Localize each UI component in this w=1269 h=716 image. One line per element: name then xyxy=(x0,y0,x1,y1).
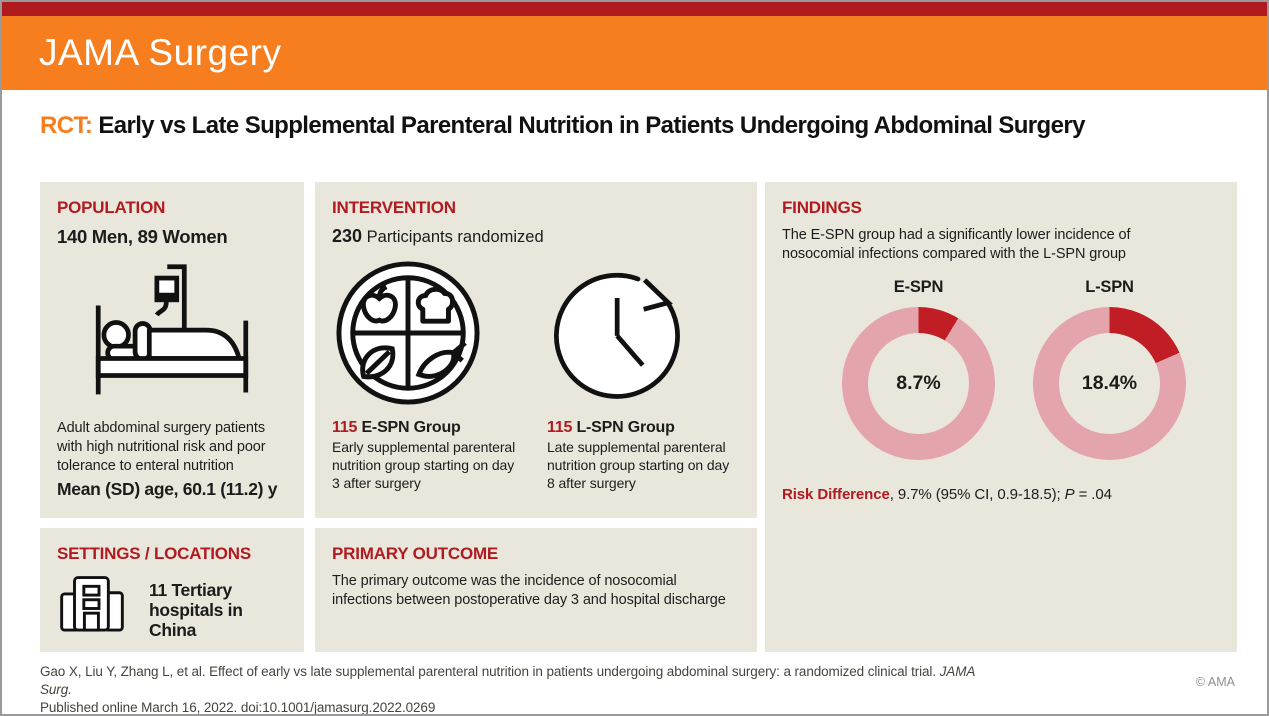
espn-group-description: Early supplemental parenteral nutrition … xyxy=(332,439,516,491)
settings-panel: SETTINGS / LOCATIONS 11 Tertiary hospita… xyxy=(40,528,304,652)
settings-text: 11 Tertiary hospitals in China xyxy=(149,580,243,641)
espn-group-name: E-SPN Group xyxy=(357,419,461,436)
intervention-panel: INTERVENTION 230 Participants randomized xyxy=(315,182,757,518)
intervention-heading: INTERVENTION xyxy=(332,198,456,217)
lspn-group-column: 115 L-SPN Group Late supplemental parent… xyxy=(547,253,740,493)
randomized-count: 230 xyxy=(332,226,363,246)
study-type-tag: RCT: xyxy=(40,112,93,139)
citation-text: Gao X, Liu Y, Zhang L, et al. Effect of … xyxy=(40,664,940,679)
population-heading: POPULATION xyxy=(57,198,166,217)
population-stat: 140 Men, 89 Women xyxy=(57,226,228,247)
primary-outcome-panel: PRIMARY OUTCOME The primary outcome was … xyxy=(315,528,757,652)
lspn-group-name: L-SPN Group xyxy=(572,419,675,436)
settings-heading: SETTINGS / LOCATIONS xyxy=(57,544,252,563)
journal-header-band: JAMA Surgery xyxy=(2,16,1267,90)
p-value: = .04 xyxy=(1074,485,1112,503)
population-age: Mean (SD) age, 60.1 (11.2) y xyxy=(57,478,278,499)
espn-donut-column: E-SPN 8.7% xyxy=(842,278,995,460)
risk-difference-text: , 9.7% (95% CI, 0.9-18.5); xyxy=(889,485,1065,503)
findings-panel: FINDINGS The E-SPN group had a significa… xyxy=(765,182,1237,652)
study-title-text: Early vs Late Supplemental Parenteral Nu… xyxy=(92,112,1085,139)
espn-group-n: 115 xyxy=(332,419,358,436)
hospital-bed-icon xyxy=(86,262,258,407)
population-description: Adult abdominal surgery patients with hi… xyxy=(57,420,266,474)
findings-heading: FINDINGS xyxy=(782,198,862,217)
p-symbol: P xyxy=(1064,485,1075,503)
lspn-group-n: 115 xyxy=(547,419,573,436)
randomized-count-line: 230 Participants randomized xyxy=(332,226,740,247)
lspn-donut-column: L-SPN 18.4% xyxy=(1033,278,1186,460)
lspn-donut-value: 18.4% xyxy=(1081,371,1138,394)
population-panel: POPULATION 140 Men, 89 Women Adult abdom… xyxy=(40,182,304,518)
risk-difference-line: Risk Difference, 9.7% (95% CI, 0.9-18.5)… xyxy=(782,486,1220,503)
lspn-group-title: 115 L-SPN Group xyxy=(547,419,740,437)
risk-difference-label: Risk Difference xyxy=(782,485,890,503)
clock-icon xyxy=(547,253,740,413)
espn-donut-chart: 8.7% xyxy=(842,306,995,460)
primary-outcome-text: The primary outcome was the incidence of… xyxy=(332,573,726,608)
ama-copyright: © AMA xyxy=(1195,675,1235,689)
espn-donut-label: E-SPN xyxy=(893,277,944,296)
primary-outcome-heading: PRIMARY OUTCOME xyxy=(332,544,499,563)
citation-footer: Gao X, Liu Y, Zhang L, et al. Effect of … xyxy=(40,663,980,716)
lspn-donut-chart: 18.4% xyxy=(1033,306,1186,460)
espn-donut-value: 8.7% xyxy=(896,371,941,394)
study-title: RCT: Early vs Late Supplemental Parenter… xyxy=(40,112,1230,140)
citation-journal: JAMA Surg. xyxy=(40,664,975,698)
randomized-count-suffix: Participants randomized xyxy=(362,228,544,246)
donut-chart-row: E-SPN 8.7% L-SPN 18.4% xyxy=(842,278,1220,460)
journal-title: JAMA Surgery xyxy=(39,32,282,73)
food-plate-icon xyxy=(332,253,525,413)
espn-group-title: 115 E-SPN Group xyxy=(332,419,525,437)
lspn-group-description: Late supplemental parenteral nutrition g… xyxy=(547,439,730,491)
citation-line2: Published online March 16, 2022. doi:10.… xyxy=(40,700,436,716)
findings-summary: The E-SPN group had a significantly lowe… xyxy=(782,227,1131,262)
lspn-donut-label: L-SPN xyxy=(1085,277,1134,296)
hospital-building-icon xyxy=(57,572,127,643)
top-accent-strip xyxy=(2,2,1267,16)
espn-group-column: 115 E-SPN Group Early supplemental paren… xyxy=(332,253,525,493)
